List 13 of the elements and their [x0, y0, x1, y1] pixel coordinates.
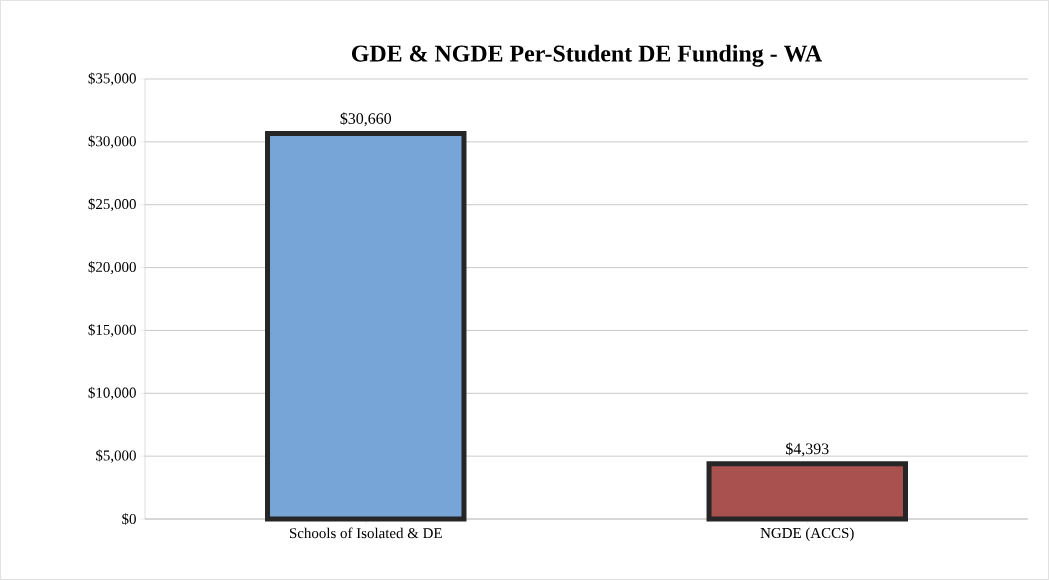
- x-tick-label: Schools of Isolated & DE: [289, 527, 442, 539]
- x-tick-label: NGDE (ACCS): [760, 527, 854, 542]
- y-tick-label: $5,000: [96, 449, 136, 463]
- y-tick-label: $30,000: [88, 135, 136, 149]
- y-tick-label: $25,000: [88, 198, 136, 212]
- y-tick-label: $10,000: [88, 386, 136, 400]
- chart-title: GDE & NGDE Per-Student DE Funding - WA: [351, 44, 823, 67]
- y-tick-label: $0: [122, 513, 136, 525]
- data-label: $4,393: [786, 442, 829, 457]
- y-tick-label: $15,000: [88, 323, 136, 337]
- data-label: $30,660: [340, 112, 392, 127]
- y-tick-label: $20,000: [88, 261, 136, 275]
- y-tick-label: $35,000: [88, 72, 136, 86]
